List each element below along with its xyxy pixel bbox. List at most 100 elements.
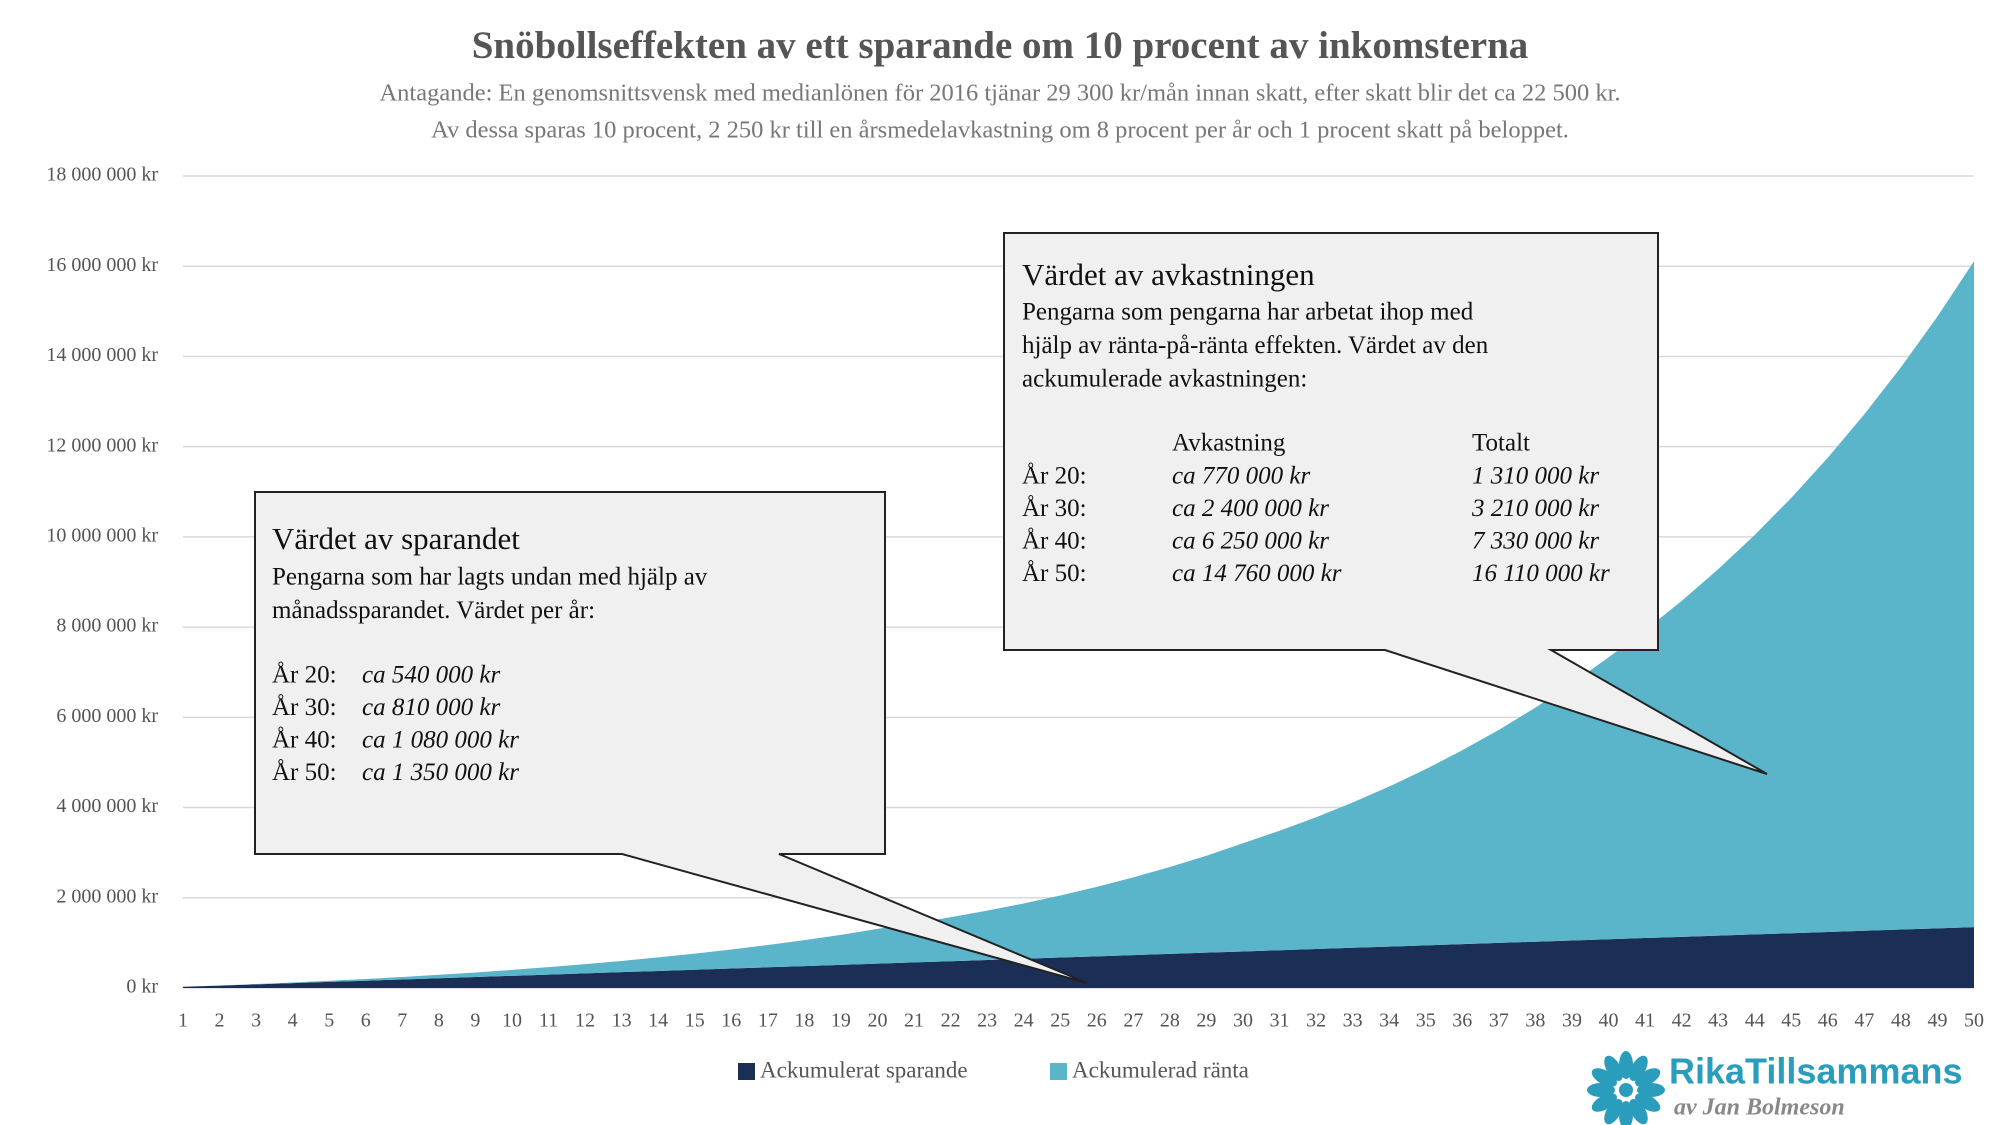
callout-cell: År 30: bbox=[272, 694, 337, 721]
x-tick-label: 44 bbox=[1745, 1010, 1765, 1032]
callout-header: Totalt bbox=[1472, 430, 1530, 457]
callout-cell: 1 310 000 kr bbox=[1472, 463, 1599, 490]
logo-icon bbox=[1587, 1051, 1665, 1125]
callout-cell: ca 540 000 kr bbox=[362, 662, 500, 689]
x-tick-label: 26 bbox=[1087, 1010, 1107, 1032]
subtitle: Av dessa sparas 10 procent, 2 250 kr til… bbox=[431, 117, 1569, 144]
y-tick-label: 14 000 000 kr bbox=[46, 344, 158, 366]
x-tick-label: 49 bbox=[1927, 1010, 1947, 1032]
x-tick-label: 2 bbox=[215, 1010, 225, 1032]
x-tick-label: 14 bbox=[648, 1010, 668, 1032]
x-tick-label: 19 bbox=[831, 1010, 851, 1032]
x-tick-label: 23 bbox=[977, 1010, 997, 1032]
area bbox=[183, 261, 1974, 987]
y-tick-label: 6 000 000 kr bbox=[56, 705, 158, 727]
callout-text: Pengarna som har lagts undan med hjälp a… bbox=[272, 564, 708, 591]
y-tick-label: 18 000 000 kr bbox=[46, 164, 158, 186]
callout-text: Pengarna som pengarna har arbetat ihop m… bbox=[1022, 299, 1474, 326]
callout-cell: År 50: bbox=[1022, 560, 1087, 587]
callout-header: Avkastning bbox=[1172, 430, 1286, 457]
x-tick-label: 30 bbox=[1233, 1010, 1253, 1032]
x-tick-label: 9 bbox=[470, 1010, 480, 1032]
x-tick-label: 35 bbox=[1416, 1010, 1436, 1032]
callout-box bbox=[1003, 232, 1768, 775]
x-tick-label: 46 bbox=[1818, 1010, 1838, 1032]
callout-cell: År 20: bbox=[1022, 463, 1087, 490]
y-tick-label: 2 000 000 kr bbox=[56, 885, 158, 907]
x-tick-label: 34 bbox=[1379, 1010, 1399, 1032]
callout-text: hjälp av ränta-på-ränta effekten. Värdet… bbox=[1022, 332, 1489, 359]
callout-cell: År 20: bbox=[272, 662, 337, 689]
x-tick-label: 22 bbox=[941, 1010, 961, 1032]
callout-cell: ca 1 350 000 kr bbox=[362, 759, 519, 786]
x-tick-label: 43 bbox=[1708, 1010, 1728, 1032]
logo-name: RikaTillsammans bbox=[1669, 1051, 1962, 1092]
legend-label: Ackumulerat sparande bbox=[760, 1057, 968, 1082]
callout-cell: År 30: bbox=[1022, 495, 1087, 522]
x-tick-label: 21 bbox=[904, 1010, 924, 1032]
x-tick-label: 24 bbox=[1014, 1010, 1034, 1032]
callout-cell: ca 770 000 kr bbox=[1172, 463, 1310, 490]
x-tick-label: 37 bbox=[1489, 1010, 1509, 1032]
x-tick-label: 36 bbox=[1452, 1010, 1472, 1032]
x-tick-label: 1 bbox=[178, 1010, 188, 1032]
callout-cell: 3 210 000 kr bbox=[1471, 495, 1599, 522]
x-tick-label: 8 bbox=[434, 1010, 444, 1032]
x-tick-label: 40 bbox=[1598, 1010, 1618, 1032]
x-tick-label: 20 bbox=[867, 1010, 887, 1032]
callout-text: ackumulerade avkastningen: bbox=[1022, 366, 1307, 393]
x-tick-label: 32 bbox=[1306, 1010, 1326, 1032]
x-tick-label: 7 bbox=[397, 1010, 407, 1032]
logo-byline: av Jan Bolmeson bbox=[1674, 1095, 1845, 1121]
callout-title: Värdet av sparandet bbox=[272, 521, 520, 556]
legend-swatch bbox=[1050, 1063, 1067, 1080]
x-tick-label: 5 bbox=[324, 1010, 334, 1032]
y-tick-label: 4 000 000 kr bbox=[56, 795, 158, 817]
x-tick-label: 29 bbox=[1196, 1010, 1216, 1032]
subtitle: Antagande: En genomsnittsvensk med media… bbox=[379, 80, 1620, 107]
x-tick-label: 48 bbox=[1891, 1010, 1911, 1032]
x-tick-label: 18 bbox=[794, 1010, 814, 1032]
x-tick-label: 31 bbox=[1270, 1010, 1290, 1032]
callout-cell: 7 330 000 kr bbox=[1472, 528, 1599, 555]
callout-title: Värdet av avkastningen bbox=[1022, 257, 1315, 292]
callout-cell: ca 6 250 000 kr bbox=[1172, 528, 1329, 555]
callout-cell: År 40: bbox=[1022, 528, 1087, 555]
callout-cell: ca 810 000 kr bbox=[362, 694, 500, 721]
area bbox=[183, 927, 1974, 988]
y-tick-label: 12 000 000 kr bbox=[46, 434, 158, 456]
callout-box bbox=[254, 491, 1088, 984]
x-tick-label: 6 bbox=[361, 1010, 371, 1032]
x-tick-label: 3 bbox=[251, 1010, 261, 1032]
callout-cell: ca 1 080 000 kr bbox=[362, 727, 519, 754]
y-tick-label: 16 000 000 kr bbox=[46, 254, 158, 276]
x-tick-label: 39 bbox=[1562, 1010, 1582, 1032]
x-tick-label: 38 bbox=[1525, 1010, 1545, 1032]
x-tick-label: 17 bbox=[758, 1010, 778, 1032]
chart-title: Snöbollseffekten av ett sparande om 10 p… bbox=[472, 24, 1529, 67]
callout-cell: ca 14 760 000 kr bbox=[1172, 560, 1342, 587]
x-tick-label: 41 bbox=[1635, 1010, 1655, 1032]
x-tick-label: 28 bbox=[1160, 1010, 1180, 1032]
y-tick-label: 0 kr bbox=[126, 976, 158, 998]
x-tick-label: 11 bbox=[539, 1010, 558, 1032]
x-tick-label: 15 bbox=[685, 1010, 705, 1032]
x-tick-label: 42 bbox=[1672, 1010, 1692, 1032]
x-tick-label: 13 bbox=[612, 1010, 632, 1032]
x-tick-label: 50 bbox=[1964, 1010, 1984, 1032]
y-tick-label: 10 000 000 kr bbox=[46, 524, 158, 546]
legend-swatch bbox=[738, 1063, 755, 1080]
x-tick-label: 27 bbox=[1123, 1010, 1143, 1032]
x-tick-label: 33 bbox=[1343, 1010, 1363, 1032]
callout-cell: År 50: bbox=[272, 759, 337, 786]
x-tick-label: 12 bbox=[575, 1010, 595, 1032]
x-tick-label: 4 bbox=[288, 1010, 298, 1032]
callout-text: månadssparandet. Värdet per år: bbox=[272, 597, 595, 624]
legend-label: Ackumulerad ränta bbox=[1072, 1057, 1249, 1082]
x-tick-label: 45 bbox=[1781, 1010, 1801, 1032]
y-tick-label: 8 000 000 kr bbox=[56, 615, 158, 637]
x-tick-label: 47 bbox=[1854, 1010, 1874, 1032]
x-tick-label: 10 bbox=[502, 1010, 522, 1032]
callout-cell: 16 110 000 kr bbox=[1472, 560, 1610, 587]
